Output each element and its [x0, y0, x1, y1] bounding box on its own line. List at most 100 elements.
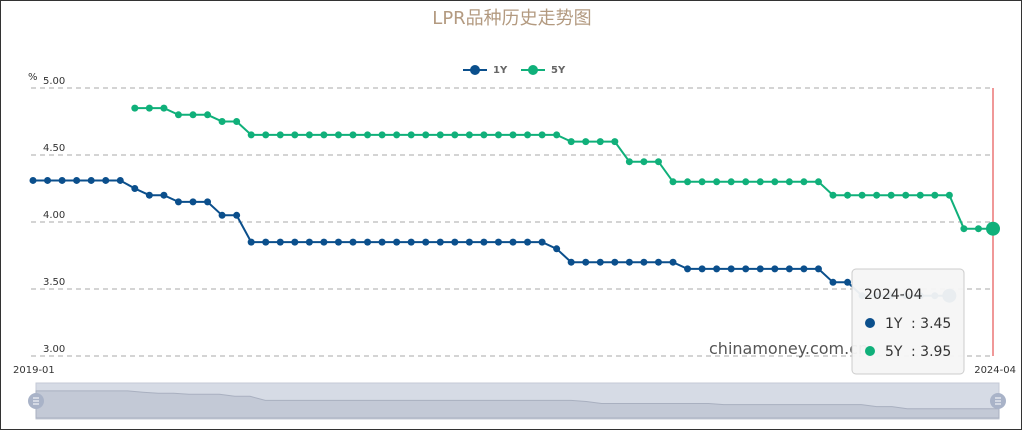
data-point[interactable] — [713, 178, 721, 186]
data-point[interactable] — [276, 131, 284, 139]
data-point[interactable] — [727, 265, 735, 273]
data-point[interactable] — [262, 131, 270, 139]
data-point[interactable] — [364, 131, 372, 139]
data-point[interactable] — [116, 176, 124, 184]
data-point[interactable] — [524, 238, 532, 246]
data-point[interactable] — [451, 131, 459, 139]
data-point[interactable] — [436, 238, 444, 246]
data-point[interactable] — [364, 238, 372, 246]
data-point[interactable] — [160, 104, 168, 112]
data-point[interactable] — [509, 238, 517, 246]
data-point[interactable] — [596, 258, 604, 266]
data-point[interactable] — [131, 104, 139, 112]
legend-item-5y[interactable]: 5Y — [521, 65, 566, 76]
data-point[interactable] — [480, 238, 488, 246]
data-point[interactable] — [844, 278, 852, 286]
data-point[interactable] — [538, 131, 546, 139]
data-point[interactable] — [858, 191, 866, 199]
data-point[interactable] — [480, 131, 488, 139]
data-point[interactable] — [567, 138, 575, 146]
data-point[interactable] — [174, 198, 182, 206]
data-point[interactable] — [262, 238, 270, 246]
data-point[interactable] — [974, 225, 982, 233]
navigator-right-handle[interactable] — [990, 393, 1006, 409]
data-point[interactable] — [378, 131, 386, 139]
data-point[interactable] — [349, 238, 357, 246]
data-point[interactable] — [756, 265, 764, 273]
data-point[interactable] — [334, 131, 342, 139]
data-point[interactable] — [916, 191, 924, 199]
data-point[interactable] — [305, 238, 313, 246]
legend-item-1y[interactable]: 1Y — [463, 65, 508, 76]
data-point[interactable] — [931, 191, 939, 199]
data-point[interactable] — [276, 238, 284, 246]
data-point[interactable] — [247, 131, 255, 139]
data-point[interactable] — [771, 265, 779, 273]
data-point[interactable] — [465, 131, 473, 139]
data-point[interactable] — [524, 131, 532, 139]
data-point[interactable] — [465, 238, 473, 246]
data-point[interactable] — [204, 111, 212, 119]
data-point[interactable] — [334, 238, 342, 246]
data-point[interactable] — [291, 131, 299, 139]
data-point[interactable] — [509, 131, 517, 139]
data-point[interactable] — [58, 176, 66, 184]
data-point[interactable] — [829, 278, 837, 286]
data-point[interactable] — [945, 191, 953, 199]
data-point[interactable] — [640, 158, 648, 166]
data-point[interactable] — [625, 258, 633, 266]
data-point[interactable] — [669, 258, 677, 266]
data-point[interactable] — [131, 185, 139, 192]
data-point[interactable] — [349, 131, 357, 139]
data-point[interactable] — [596, 138, 604, 146]
data-point[interactable] — [218, 211, 226, 219]
data-point[interactable] — [320, 131, 328, 139]
data-point[interactable] — [654, 158, 662, 166]
data-point[interactable] — [422, 131, 430, 139]
data-point[interactable] — [814, 265, 822, 273]
data-point[interactable] — [393, 238, 401, 246]
data-point[interactable] — [698, 265, 706, 273]
data-point[interactable] — [611, 258, 619, 266]
data-point[interactable] — [654, 258, 662, 266]
data-point[interactable] — [553, 131, 561, 139]
zoom-navigator[interactable] — [28, 382, 1006, 420]
data-point[interactable] — [407, 131, 415, 139]
data-point[interactable] — [814, 178, 822, 186]
data-point[interactable] — [829, 191, 837, 199]
data-point[interactable] — [756, 178, 764, 186]
data-point[interactable] — [582, 138, 590, 146]
data-point[interactable] — [218, 118, 226, 125]
data-point[interactable] — [145, 191, 153, 199]
navigator-left-handle[interactable] — [28, 393, 44, 409]
legend[interactable]: 1Y 5Y — [463, 65, 566, 76]
data-point[interactable] — [451, 238, 459, 246]
data-point[interactable] — [567, 258, 575, 266]
data-point[interactable] — [611, 138, 619, 146]
data-point[interactable] — [785, 178, 793, 186]
data-point[interactable] — [713, 265, 721, 273]
data-point[interactable] — [233, 118, 241, 125]
data-point[interactable] — [305, 131, 313, 139]
data-point[interactable] — [73, 176, 81, 184]
data-point[interactable] — [538, 238, 546, 246]
data-point[interactable] — [494, 238, 502, 246]
data-point[interactable] — [393, 131, 401, 139]
data-point[interactable] — [640, 258, 648, 266]
data-point[interactable] — [669, 178, 677, 186]
data-point[interactable] — [233, 211, 241, 219]
data-point[interactable] — [742, 265, 750, 273]
data-point[interactable] — [625, 158, 633, 166]
data-point[interactable] — [698, 178, 706, 186]
data-point[interactable] — [160, 191, 168, 199]
data-point[interactable] — [29, 176, 37, 184]
data-point[interactable] — [87, 176, 95, 184]
data-point[interactable] — [873, 191, 881, 199]
data-point[interactable] — [800, 178, 808, 186]
data-point[interactable] — [494, 131, 502, 139]
data-point[interactable] — [407, 238, 415, 246]
data-point[interactable] — [247, 238, 255, 246]
data-point[interactable] — [800, 265, 808, 273]
data-point[interactable] — [553, 245, 561, 253]
data-point[interactable] — [145, 104, 153, 112]
